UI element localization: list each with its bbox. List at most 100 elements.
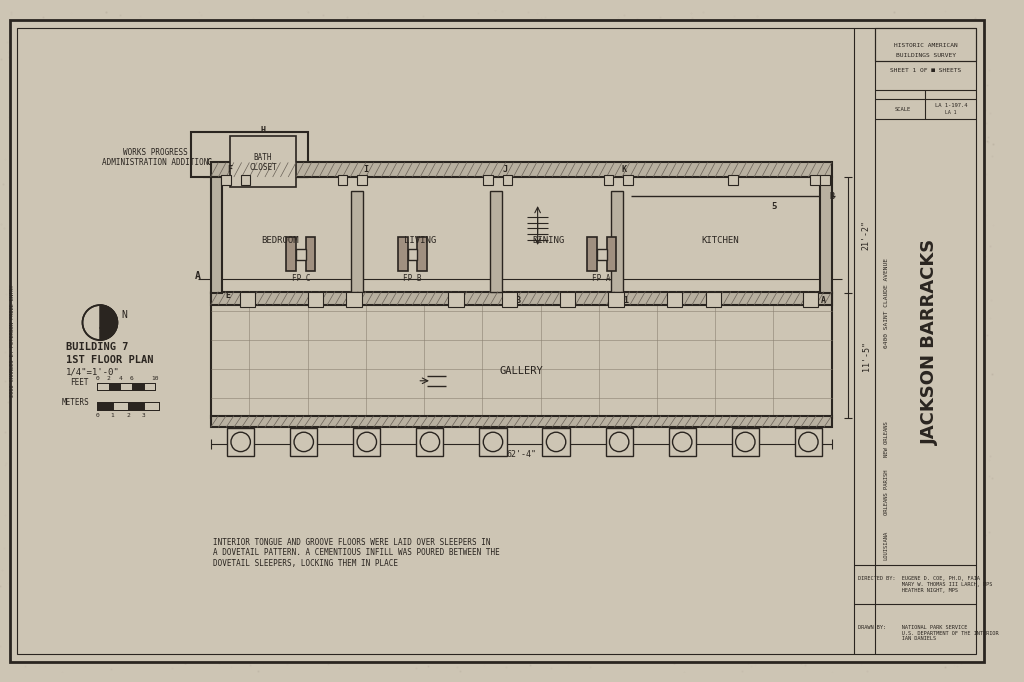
Text: DRAWN BY:     NATIONAL PARK SERVICE
              U.S. DEPARTMENT OF THE INTERIO: DRAWN BY: NATIONAL PARK SERVICE U.S. DEP… bbox=[858, 625, 998, 641]
Text: 1: 1 bbox=[677, 296, 682, 305]
Text: 3: 3 bbox=[141, 413, 145, 418]
Wedge shape bbox=[100, 305, 118, 340]
Bar bbox=[353, 428, 380, 456]
Bar bbox=[97, 402, 159, 410]
Bar bbox=[97, 383, 156, 391]
Bar bbox=[211, 162, 831, 177]
Bar bbox=[211, 416, 831, 428]
Bar bbox=[211, 291, 831, 305]
Text: F: F bbox=[227, 165, 232, 174]
Text: 21'-2": 21'-2" bbox=[862, 220, 870, 250]
Bar bbox=[211, 293, 831, 417]
Bar bbox=[597, 249, 606, 261]
Bar bbox=[669, 428, 696, 456]
Text: 5: 5 bbox=[772, 202, 777, 211]
Bar bbox=[417, 428, 443, 456]
Bar bbox=[603, 175, 613, 185]
Bar bbox=[667, 291, 682, 307]
Text: B: B bbox=[829, 192, 835, 201]
Text: 6: 6 bbox=[130, 376, 134, 381]
Text: SHEET 1 OF ■ SHEETS: SHEET 1 OF ■ SHEETS bbox=[890, 68, 962, 73]
Bar bbox=[97, 383, 109, 391]
Bar bbox=[398, 237, 408, 271]
Text: I: I bbox=[364, 165, 369, 174]
Bar bbox=[351, 190, 362, 291]
Bar bbox=[143, 402, 159, 410]
Text: NEW ORLEANS: NEW ORLEANS bbox=[884, 421, 889, 457]
Circle shape bbox=[799, 432, 818, 451]
Bar bbox=[211, 177, 222, 293]
Bar bbox=[820, 175, 829, 185]
Bar bbox=[338, 175, 347, 185]
Text: L: L bbox=[808, 291, 813, 300]
Text: METERS: METERS bbox=[61, 398, 89, 406]
Text: FP A: FP A bbox=[593, 274, 611, 284]
Bar bbox=[346, 291, 361, 307]
Text: 1: 1 bbox=[111, 413, 115, 418]
Bar bbox=[502, 291, 517, 307]
Text: 2: 2 bbox=[106, 376, 111, 381]
Bar bbox=[113, 402, 128, 410]
Text: 0: 0 bbox=[95, 413, 99, 418]
Circle shape bbox=[735, 432, 755, 451]
Bar bbox=[307, 291, 324, 307]
Text: LOUISIANA: LOUISIANA bbox=[884, 531, 889, 561]
Text: C: C bbox=[451, 296, 456, 305]
Text: DINING: DINING bbox=[532, 235, 564, 245]
Text: BEDROOM: BEDROOM bbox=[262, 235, 299, 245]
Text: D: D bbox=[245, 296, 250, 305]
Text: 1: 1 bbox=[624, 296, 629, 305]
Bar bbox=[483, 175, 493, 185]
Bar bbox=[143, 383, 156, 391]
Text: J: J bbox=[502, 165, 507, 174]
Bar bbox=[287, 237, 296, 271]
Text: LIVING: LIVING bbox=[404, 235, 436, 245]
Circle shape bbox=[609, 432, 629, 451]
Text: KITCHEN: KITCHEN bbox=[701, 235, 739, 245]
Text: B: B bbox=[516, 296, 521, 305]
Bar bbox=[227, 428, 254, 456]
Circle shape bbox=[420, 432, 439, 451]
Circle shape bbox=[547, 432, 566, 451]
Text: 1: 1 bbox=[347, 296, 352, 305]
Bar bbox=[543, 428, 569, 456]
Bar bbox=[728, 175, 737, 185]
Bar bbox=[490, 190, 502, 291]
Bar bbox=[810, 175, 820, 185]
Text: 62'-4": 62'-4" bbox=[506, 450, 537, 459]
Text: K: K bbox=[622, 165, 627, 174]
Bar bbox=[121, 383, 132, 391]
Text: GALLERY: GALLERY bbox=[500, 366, 543, 376]
Bar bbox=[605, 428, 633, 456]
Bar bbox=[128, 402, 143, 410]
Bar bbox=[222, 189, 820, 291]
Bar bbox=[306, 237, 315, 271]
Bar bbox=[820, 177, 831, 293]
Bar bbox=[240, 291, 255, 307]
Text: 1ST FLOOR PLAN: 1ST FLOOR PLAN bbox=[66, 355, 154, 365]
Bar bbox=[611, 190, 623, 291]
Text: ORLEANS PARISH: ORLEANS PARISH bbox=[884, 470, 889, 515]
Text: A: A bbox=[195, 271, 201, 281]
Text: SCALE: SCALE bbox=[894, 106, 910, 112]
Text: 4: 4 bbox=[119, 376, 122, 381]
Bar bbox=[795, 428, 822, 456]
Text: A: A bbox=[820, 296, 825, 305]
Text: 0: 0 bbox=[95, 376, 99, 381]
Bar bbox=[876, 27, 976, 61]
Circle shape bbox=[357, 432, 377, 451]
Bar bbox=[290, 428, 317, 456]
Text: HISTORIC AMERICAN: HISTORIC AMERICAN bbox=[894, 44, 957, 48]
Bar bbox=[732, 428, 759, 456]
Bar bbox=[191, 132, 307, 177]
Bar bbox=[418, 237, 427, 271]
Text: 11'-5": 11'-5" bbox=[862, 340, 870, 370]
Text: LA 1-197.4: LA 1-197.4 bbox=[935, 103, 968, 108]
Text: WORKS PROGRESS
ADMINISTRATION ADDITION: WORKS PROGRESS ADMINISTRATION ADDITION bbox=[102, 148, 209, 167]
Text: 1: 1 bbox=[311, 296, 316, 305]
Circle shape bbox=[483, 432, 503, 451]
Bar bbox=[606, 237, 616, 271]
Bar bbox=[560, 291, 575, 307]
Text: 2: 2 bbox=[126, 413, 130, 418]
Text: FP B: FP B bbox=[403, 274, 422, 284]
